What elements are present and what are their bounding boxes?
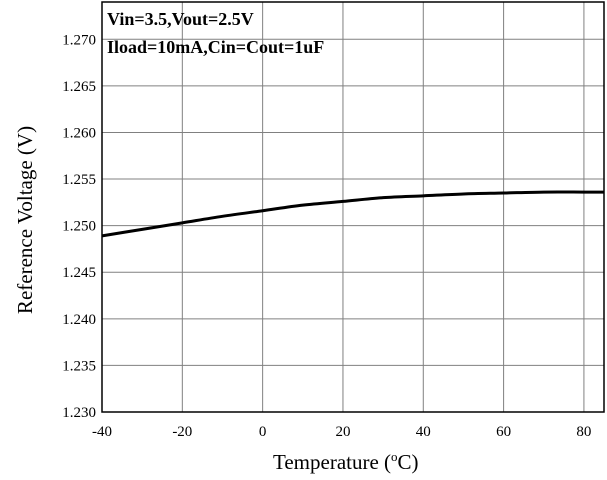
y-tick-label: 1.235: [62, 358, 96, 374]
x-axis-label-main: Temperature (: [273, 450, 391, 474]
x-axis-label: Temperature (oC): [273, 449, 419, 474]
x-tick-label: 0: [259, 424, 267, 440]
x-tick-labels: -40 -20 0 20 40 60 80: [92, 424, 591, 440]
y-tick-label: 1.260: [62, 125, 96, 141]
annotation-line-2: Iload=10mA,Cin=Cout=1uF: [107, 37, 324, 57]
grid-lines: [101, 2, 604, 413]
y-tick-labels: 1.230 1.235 1.240 1.245 1.250 1.255 1.260 1.265…: [62, 32, 96, 421]
series-line: [101, 190, 604, 238]
y-tick-label: 1.230: [62, 405, 96, 421]
x-tick-label: 80: [576, 424, 591, 440]
y-tick-label: 1.245: [62, 265, 96, 281]
x-axis-label-superscript: o: [391, 449, 398, 464]
y-tick-label: 1.240: [62, 312, 96, 328]
y-tick-label: 1.255: [62, 172, 96, 188]
x-tick-label: -20: [172, 424, 192, 440]
annotation-line-1: Vin=3.5,Vout=2.5V: [107, 9, 254, 29]
y-axis-label: Reference Voltage (V): [13, 126, 37, 314]
y-tick-label: 1.270: [62, 32, 96, 48]
plot-frame: [101, 1, 605, 413]
x-tick-label: 40: [416, 424, 431, 440]
x-tick-label: 60: [496, 424, 511, 440]
x-axis-label-unit: C): [398, 450, 419, 474]
x-tick-label: -40: [92, 424, 112, 440]
y-tick-label: 1.265: [62, 79, 96, 95]
y-tick-label: 1.250: [62, 219, 96, 235]
x-tick-label: 20: [335, 424, 350, 440]
